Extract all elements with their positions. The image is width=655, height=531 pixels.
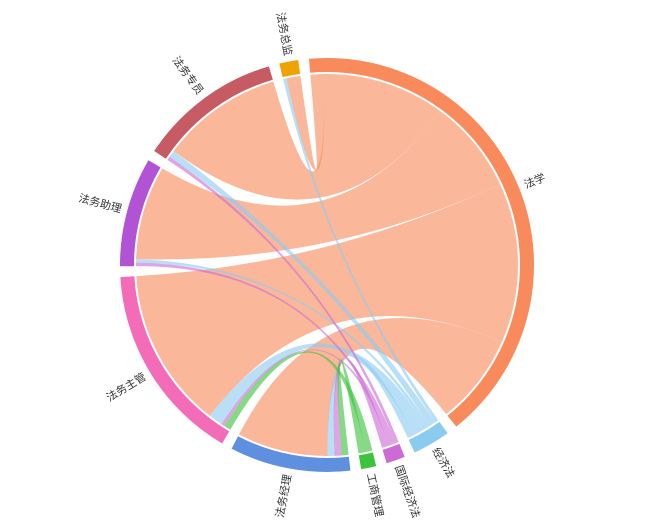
node-label: 法务经理 <box>272 473 294 519</box>
chord <box>136 259 430 429</box>
node-label: 国际经济法 <box>392 463 423 520</box>
node-label: 法务主管 <box>104 369 149 404</box>
chord <box>136 262 396 445</box>
node-label: 工商管理 <box>364 472 387 518</box>
node-arc <box>120 276 230 444</box>
chord <box>286 74 325 171</box>
node-arc <box>382 443 405 464</box>
chord <box>173 74 441 200</box>
chord <box>136 184 518 416</box>
chord <box>327 354 415 456</box>
node-label: 法务专员 <box>169 54 206 98</box>
node-arc <box>279 60 301 78</box>
chord <box>221 349 393 446</box>
chord <box>209 343 427 435</box>
node-arc <box>408 421 448 453</box>
node-arc <box>154 66 273 159</box>
ribbons <box>136 74 518 456</box>
node-label: 法务助理 <box>77 191 123 216</box>
node-label: 法务总监 <box>274 11 296 57</box>
node-arc <box>231 436 351 472</box>
node-arc <box>358 452 377 470</box>
node-arc <box>120 160 161 267</box>
chord <box>337 359 366 456</box>
node-label: 经济法 <box>429 445 458 481</box>
chord <box>136 111 501 260</box>
node-label: 法学 <box>522 170 548 191</box>
